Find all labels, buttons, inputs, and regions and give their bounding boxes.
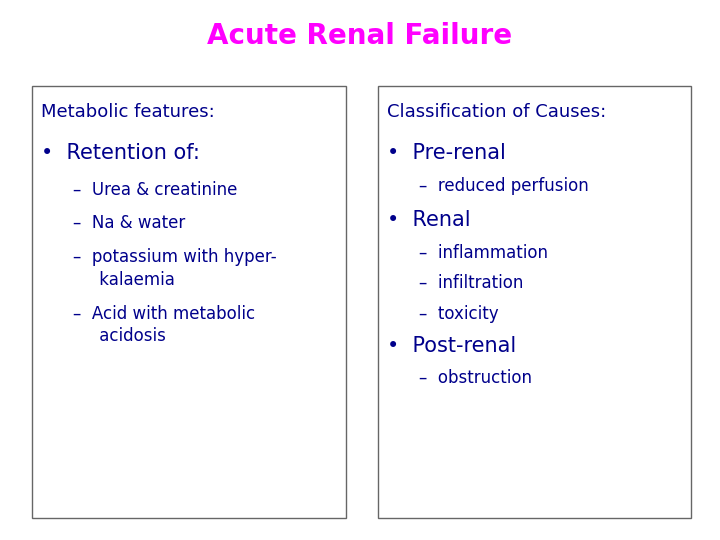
Text: –  toxicity: – toxicity (419, 305, 499, 323)
Text: •  Pre-renal: • Pre-renal (387, 143, 505, 163)
Text: –  infiltration: – infiltration (419, 274, 523, 292)
Text: Classification of Causes:: Classification of Causes: (387, 103, 606, 120)
Text: –  Urea & creatinine: – Urea & creatinine (73, 181, 238, 199)
Text: –  obstruction: – obstruction (419, 369, 532, 387)
Text: •  Post-renal: • Post-renal (387, 336, 516, 356)
Text: –  inflammation: – inflammation (419, 244, 548, 261)
Text: –  reduced perfusion: – reduced perfusion (419, 177, 589, 194)
Text: –  Acid with metabolic
     acidosis: – Acid with metabolic acidosis (73, 305, 256, 346)
Text: •  Retention of:: • Retention of: (41, 143, 200, 163)
FancyBboxPatch shape (32, 86, 346, 518)
Text: Acute Renal Failure: Acute Renal Failure (207, 22, 513, 50)
FancyBboxPatch shape (378, 86, 691, 518)
Text: •  Renal: • Renal (387, 210, 470, 230)
Text: –  Na & water: – Na & water (73, 214, 186, 232)
Text: –  potassium with hyper-
     kalaemia: – potassium with hyper- kalaemia (73, 248, 277, 289)
Text: Metabolic features:: Metabolic features: (41, 103, 215, 120)
